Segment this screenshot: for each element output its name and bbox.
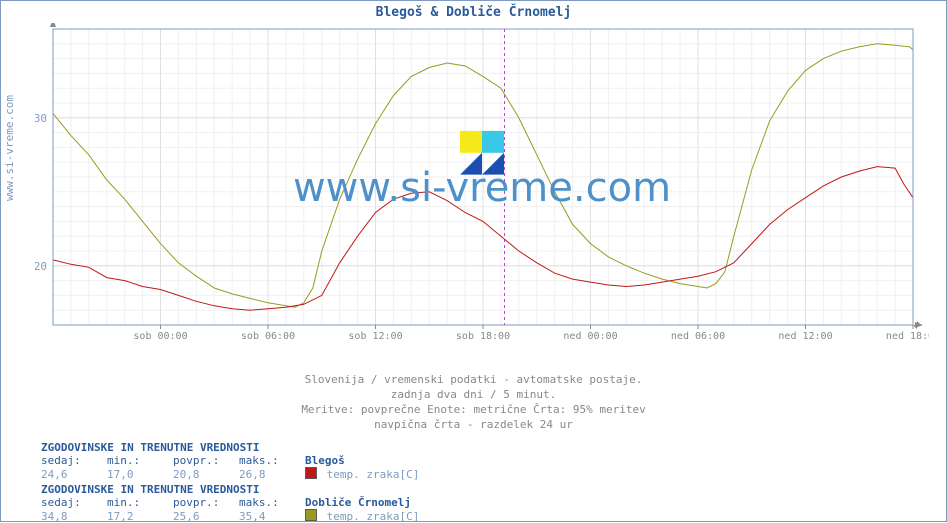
legend-label: temp. zraka[C] (327, 468, 420, 481)
svg-text:ned 06:00: ned 06:00 (671, 331, 725, 342)
chart-caption: Slovenija / vremenski podatki - avtomats… (1, 373, 946, 432)
val-sedaj: 24,6 (41, 467, 107, 481)
svg-text:20: 20 (35, 260, 47, 273)
caption-line: zadnja dva dni / 5 minut. (1, 388, 946, 403)
val-min: 17,2 (107, 509, 173, 523)
svg-text:sob 12:00: sob 12:00 (348, 331, 402, 342)
stats-header: ZGODOVINSKE IN TRENUTNE VREDNOSTI (41, 441, 425, 454)
col-min: min.: (107, 454, 173, 467)
series-name: Dobliče Črnomelj (305, 496, 425, 509)
col-maks: maks.: (239, 454, 305, 467)
svg-text:ned 00:00: ned 00:00 (563, 331, 617, 342)
svg-text:sob 18:00: sob 18:00 (456, 331, 510, 342)
stats-header: ZGODOVINSKE IN TRENUTNE VREDNOSTI (41, 483, 425, 496)
col-min: min.: (107, 496, 173, 509)
caption-line: navpična črta - razdelek 24 ur (1, 418, 946, 433)
legend-entry: temp. zraka[C] (305, 467, 425, 481)
figure-frame: Blegoš & Dobliče Črnomelj www.si-vreme.c… (0, 0, 947, 522)
val-povpr: 20,8 (173, 467, 239, 481)
legend-swatch (305, 509, 317, 521)
col-sedaj: sedaj: (41, 496, 107, 509)
val-maks: 35,4 (239, 509, 305, 523)
col-sedaj: sedaj: (41, 454, 107, 467)
legend-entry: temp. zraka[C] (305, 509, 425, 523)
chart-area: 20 30 sob 00:00 sob 06:00 sob 12:00 sob 18:00… (35, 23, 929, 353)
svg-text:30: 30 (35, 112, 47, 125)
caption-line: Meritve: povprečne Enote: metrične Črta:… (1, 403, 946, 418)
svg-text:ned 12:00: ned 12:00 (778, 331, 832, 342)
svg-text:sob 00:00: sob 00:00 (133, 331, 187, 342)
col-povpr: povpr.: (173, 496, 239, 509)
caption-line: Slovenija / vremenski podatki - avtomats… (1, 373, 946, 388)
svg-text:sob 06:00: sob 06:00 (241, 331, 295, 342)
source-link[interactable]: www.si-vreme.com (3, 95, 16, 201)
legend-label: temp. zraka[C] (327, 510, 420, 523)
col-maks: maks.: (239, 496, 305, 509)
val-min: 17,0 (107, 467, 173, 481)
val-povpr: 25,6 (173, 509, 239, 523)
val-sedaj: 34,8 (41, 509, 107, 523)
chart-svg: 20 30 sob 00:00 sob 06:00 sob 12:00 sob 18:00… (35, 23, 929, 353)
stats-block-2: ZGODOVINSKE IN TRENUTNE VREDNOSTI sedaj:… (41, 483, 425, 523)
chart-title: Blegoš & Dobliče Črnomelj (1, 1, 946, 20)
val-maks: 26,8 (239, 467, 305, 481)
series-name: Blegoš (305, 454, 425, 467)
legend-swatch (305, 467, 317, 479)
stats-block-1: ZGODOVINSKE IN TRENUTNE VREDNOSTI sedaj:… (41, 441, 425, 481)
svg-text:ned 18:00: ned 18:00 (886, 331, 929, 342)
col-povpr: povpr.: (173, 454, 239, 467)
